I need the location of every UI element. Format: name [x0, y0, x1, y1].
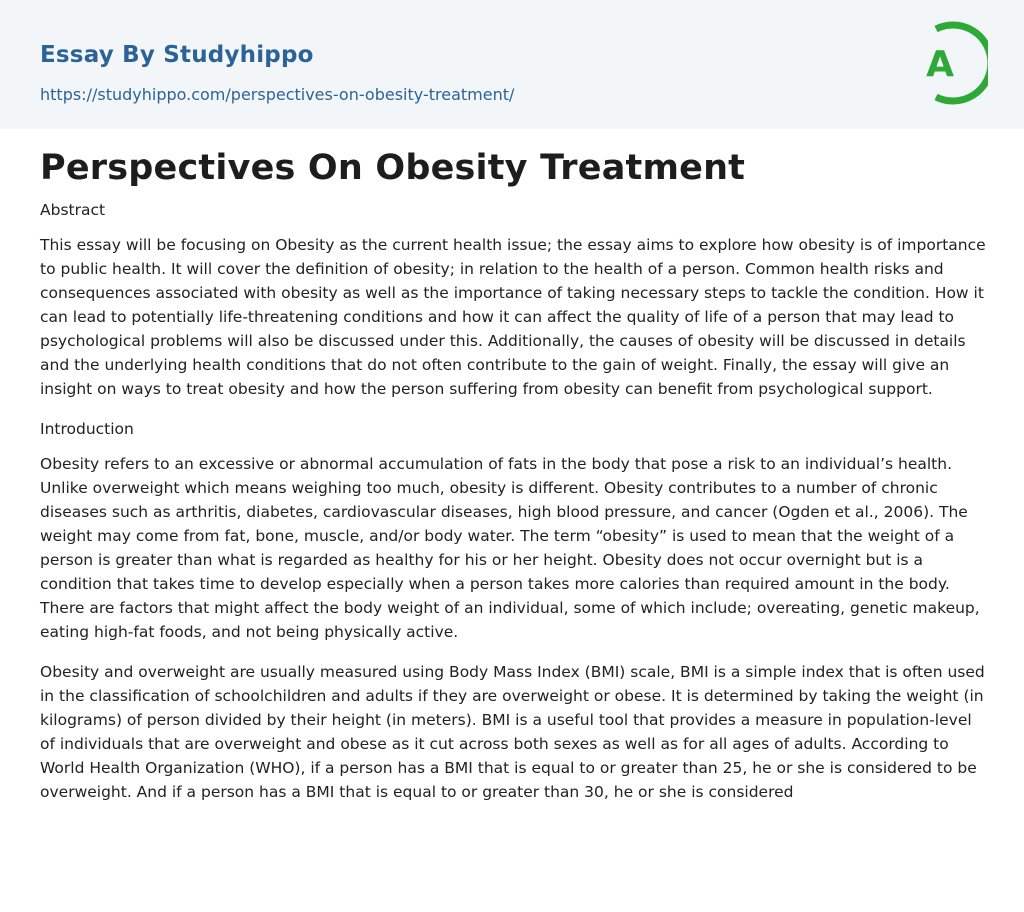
- article-body: Perspectives On Obesity Treatment Abstra…: [40, 140, 986, 820]
- site-header: Essay By Studyhippo https://studyhippo.c…: [0, 0, 1024, 129]
- abstract-paragraph: This essay will be focusing on Obesity a…: [40, 236, 986, 398]
- page-url-link[interactable]: https://studyhippo.com/perspectives-on-o…: [40, 85, 515, 104]
- intro-paragraph-1: Obesity refers to an excessive or abnorm…: [40, 455, 980, 641]
- logo-letter: A: [926, 44, 954, 85]
- site-brand[interactable]: Essay By Studyhippo: [40, 42, 314, 68]
- page-title: Perspectives On Obesity Treatment: [40, 148, 746, 188]
- intro-paragraph-2: Obesity and overweight are usually measu…: [40, 663, 985, 801]
- abstract-heading: Abstract: [40, 201, 106, 219]
- introduction-heading: Introduction: [40, 420, 134, 438]
- logo-icon[interactable]: A: [910, 18, 995, 106]
